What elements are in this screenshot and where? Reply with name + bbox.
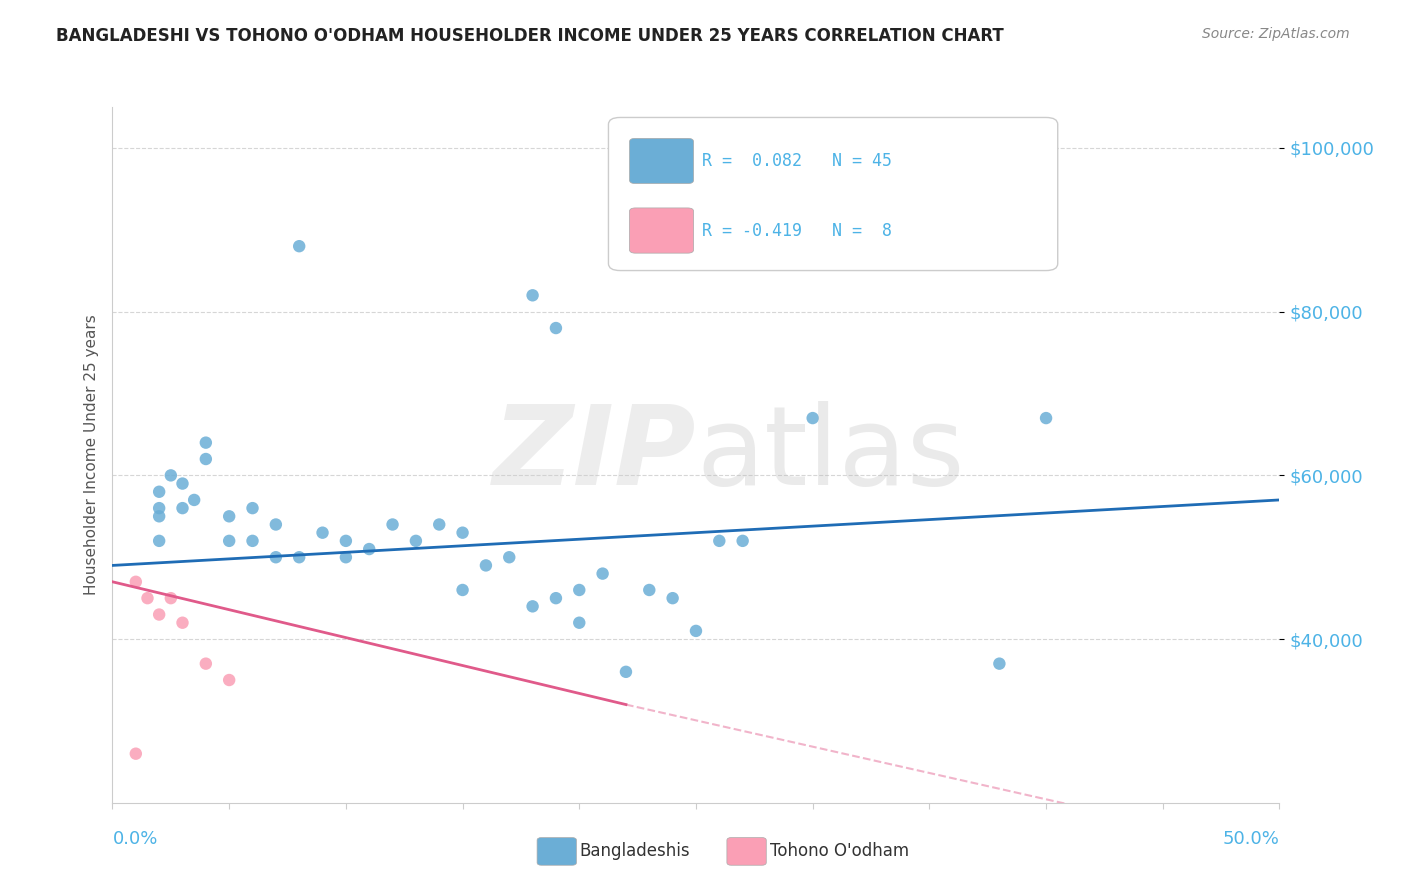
Point xyxy=(148,484,170,499)
Point xyxy=(614,665,637,679)
Point xyxy=(242,501,264,516)
Point xyxy=(451,525,474,540)
Point xyxy=(661,591,683,606)
Point xyxy=(136,591,159,606)
Point xyxy=(148,607,170,622)
Point xyxy=(125,747,148,761)
Point xyxy=(544,321,567,335)
Text: 50.0%: 50.0% xyxy=(1223,830,1279,847)
Point xyxy=(148,509,170,524)
FancyBboxPatch shape xyxy=(609,118,1057,270)
Point xyxy=(451,582,474,597)
Point xyxy=(148,501,170,516)
Point xyxy=(125,574,148,589)
Point xyxy=(638,582,661,597)
Point xyxy=(475,558,498,573)
Point xyxy=(311,525,333,540)
Point xyxy=(522,599,544,614)
Point xyxy=(801,411,824,425)
Y-axis label: Householder Income Under 25 years: Householder Income Under 25 years xyxy=(83,315,98,595)
Point xyxy=(264,550,287,565)
Point xyxy=(522,288,544,302)
Point xyxy=(148,533,170,548)
Point xyxy=(988,657,1011,671)
Point xyxy=(194,657,217,671)
Point xyxy=(568,615,591,630)
Point xyxy=(172,615,194,630)
Point xyxy=(498,550,520,565)
Text: atlas: atlas xyxy=(696,401,965,508)
Point xyxy=(381,517,404,532)
Point xyxy=(1035,411,1057,425)
Point xyxy=(405,533,427,548)
Point xyxy=(568,582,591,597)
FancyBboxPatch shape xyxy=(630,208,693,253)
Point xyxy=(685,624,707,638)
Point xyxy=(183,492,205,507)
Point xyxy=(709,533,731,548)
Point xyxy=(359,542,381,557)
Text: Bangladeshis: Bangladeshis xyxy=(579,842,690,860)
Point xyxy=(218,509,240,524)
Point xyxy=(544,591,567,606)
Point xyxy=(288,550,311,565)
Point xyxy=(194,435,217,450)
FancyBboxPatch shape xyxy=(630,138,693,184)
Point xyxy=(731,533,754,548)
Text: 0.0%: 0.0% xyxy=(112,830,157,847)
Point xyxy=(218,673,240,687)
Point xyxy=(335,533,357,548)
Point xyxy=(335,550,357,565)
Point xyxy=(592,566,614,581)
Point xyxy=(194,452,217,467)
Point xyxy=(427,517,450,532)
Point xyxy=(160,591,183,606)
Point xyxy=(172,476,194,491)
Text: R =  0.082   N = 45: R = 0.082 N = 45 xyxy=(702,153,891,170)
Text: BANGLADESHI VS TOHONO O'ODHAM HOUSEHOLDER INCOME UNDER 25 YEARS CORRELATION CHAR: BANGLADESHI VS TOHONO O'ODHAM HOUSEHOLDE… xyxy=(56,27,1004,45)
Point xyxy=(264,517,287,532)
Point xyxy=(172,501,194,516)
Point xyxy=(218,533,240,548)
Point xyxy=(288,239,311,253)
Text: Source: ZipAtlas.com: Source: ZipAtlas.com xyxy=(1202,27,1350,41)
Text: ZIP: ZIP xyxy=(492,401,696,508)
Point xyxy=(160,468,183,483)
Text: R = -0.419   N =  8: R = -0.419 N = 8 xyxy=(702,222,891,240)
Text: Tohono O'odham: Tohono O'odham xyxy=(770,842,910,860)
Point xyxy=(242,533,264,548)
